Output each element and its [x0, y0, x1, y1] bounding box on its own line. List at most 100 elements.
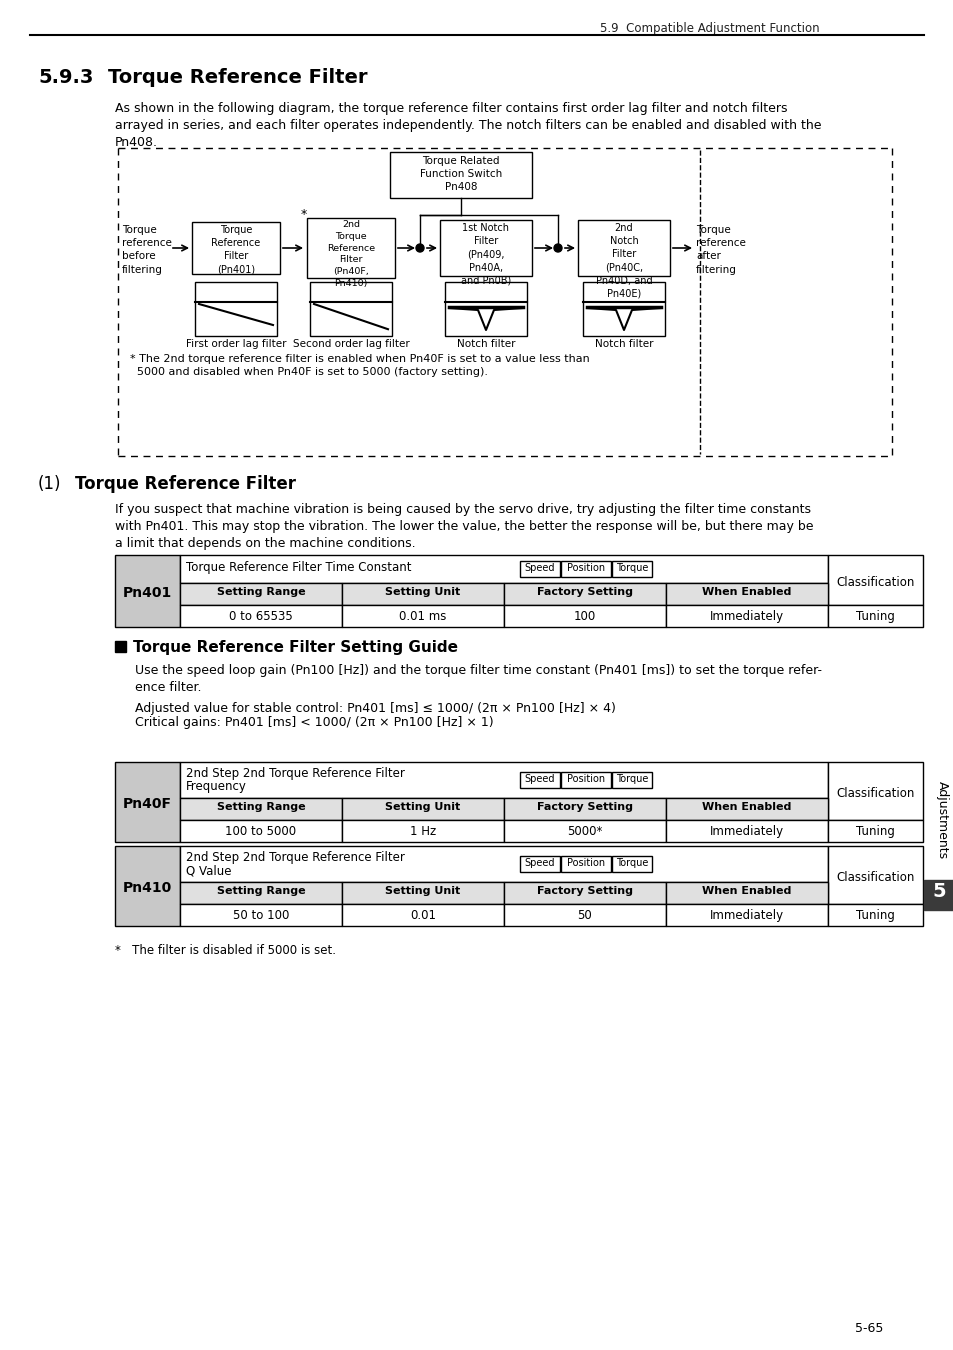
Text: Speed: Speed	[524, 774, 555, 784]
Text: Immediately: Immediately	[709, 909, 783, 922]
Text: Factory Setting: Factory Setting	[537, 587, 633, 597]
Text: Notch filter: Notch filter	[456, 339, 515, 350]
Bar	[180, 761, 827, 798]
Text: Adjusted value for stable control: Pn401 [ms] ≤ 1000/ (2π × Pn100 [Hz] × 4): Adjusted value for stable control: Pn401…	[135, 702, 616, 716]
Text: Setting Unit: Setting Unit	[385, 886, 460, 896]
Bar	[341, 583, 503, 605]
Bar	[503, 882, 665, 905]
Bar	[310, 282, 392, 336]
Text: Critical gains: Pn401 [ms] < 1000/ (2π × Pn100 [Hz] × 1): Critical gains: Pn401 [ms] < 1000/ (2π ×…	[135, 716, 493, 729]
Text: Factory Setting: Factory Setting	[537, 802, 633, 811]
Text: Tuning: Tuning	[855, 610, 894, 622]
Bar	[503, 798, 665, 819]
Text: Q Value: Q Value	[186, 864, 232, 878]
Text: Position: Position	[566, 774, 604, 784]
Bar	[115, 761, 180, 842]
Bar	[180, 904, 341, 926]
Text: Frequency: Frequency	[186, 780, 247, 792]
Text: Torque Reference Filter: Torque Reference Filter	[75, 475, 295, 493]
Text: Tuning: Tuning	[855, 825, 894, 838]
Bar	[503, 819, 665, 842]
Text: 5.9.3: 5.9.3	[38, 68, 93, 86]
Bar	[341, 904, 503, 926]
Bar	[115, 641, 126, 652]
Bar	[192, 221, 280, 274]
Bar	[341, 882, 503, 905]
Bar	[503, 904, 665, 926]
Bar	[582, 282, 664, 336]
Bar	[827, 904, 923, 926]
Bar	[665, 819, 827, 842]
Text: Use the speed loop gain (Pn100 [Hz]) and the torque filter time constant (Pn401 : Use the speed loop gain (Pn100 [Hz]) and…	[135, 664, 821, 694]
Circle shape	[554, 244, 561, 252]
Text: Classification: Classification	[836, 576, 914, 589]
Text: Setting Range: Setting Range	[216, 886, 305, 896]
Bar	[307, 217, 395, 278]
Bar	[115, 555, 180, 626]
Text: Torque: Torque	[616, 859, 647, 868]
Text: Immediately: Immediately	[709, 610, 783, 622]
Bar	[341, 605, 503, 626]
Bar	[519, 772, 559, 788]
Text: 1st Notch
Filter
(Pn409,
Pn40A,
and Pn0B): 1st Notch Filter (Pn409, Pn40A, and Pn0B…	[460, 223, 511, 286]
Bar	[612, 856, 651, 872]
Text: Torque: Torque	[616, 563, 647, 572]
Text: Classification: Classification	[836, 787, 914, 801]
Text: Tuning: Tuning	[855, 909, 894, 922]
Circle shape	[416, 244, 423, 252]
Bar	[612, 772, 651, 788]
Bar	[439, 220, 532, 275]
Bar	[503, 605, 665, 626]
Text: Setting Range: Setting Range	[216, 802, 305, 811]
Text: 0.01: 0.01	[410, 909, 436, 922]
Bar	[827, 761, 923, 819]
Bar	[665, 583, 827, 605]
Bar	[444, 282, 526, 336]
Bar	[519, 856, 559, 872]
Bar	[827, 819, 923, 842]
Bar	[503, 583, 665, 605]
Text: Pn401: Pn401	[123, 586, 172, 599]
Bar	[115, 846, 180, 926]
Bar	[560, 562, 610, 576]
Text: Factory Setting: Factory Setting	[537, 886, 633, 896]
Text: 5000*: 5000*	[567, 825, 602, 838]
Text: 2nd
Notch
Filter
(Pn40C,
Pn40D, and
Pn40E): 2nd Notch Filter (Pn40C, Pn40D, and Pn40…	[595, 223, 652, 298]
Text: Pn40F: Pn40F	[123, 796, 172, 811]
Text: Position: Position	[566, 859, 604, 868]
Text: 2nd Step 2nd Torque Reference Filter: 2nd Step 2nd Torque Reference Filter	[186, 767, 404, 780]
Bar	[180, 798, 341, 819]
Text: 50: 50	[577, 909, 592, 922]
Bar	[180, 819, 341, 842]
Text: First order lag filter: First order lag filter	[186, 339, 286, 350]
Text: 2nd Step 2nd Torque Reference Filter: 2nd Step 2nd Torque Reference Filter	[186, 850, 404, 864]
Bar	[180, 882, 341, 905]
Text: Setting Unit: Setting Unit	[385, 802, 460, 811]
Text: Position: Position	[566, 563, 604, 572]
Text: Setting Range: Setting Range	[216, 587, 305, 597]
Bar	[665, 605, 827, 626]
Text: 1 Hz: 1 Hz	[410, 825, 436, 838]
Bar	[194, 282, 276, 336]
Text: When Enabled: When Enabled	[701, 802, 791, 811]
Text: Notch filter: Notch filter	[594, 339, 653, 350]
Text: 0 to 65535: 0 to 65535	[229, 610, 293, 622]
Bar	[665, 904, 827, 926]
Text: If you suspect that machine vibration is being caused by the servo drive, try ad: If you suspect that machine vibration is…	[115, 504, 813, 549]
Bar	[827, 555, 923, 605]
Text: 5-65: 5-65	[854, 1322, 882, 1335]
Text: Torque Related
Function Switch
Pn408: Torque Related Function Switch Pn408	[419, 157, 501, 193]
Text: Torque
reference
before
filtering: Torque reference before filtering	[122, 225, 172, 274]
Text: 5.9  Compatible Adjustment Function: 5.9 Compatible Adjustment Function	[599, 22, 819, 35]
Bar	[560, 772, 610, 788]
Bar	[341, 798, 503, 819]
Bar	[180, 583, 341, 605]
Text: * The 2nd torque reference filter is enabled when Pn40F is set to a value less t: * The 2nd torque reference filter is ena…	[130, 354, 589, 377]
Bar	[390, 153, 532, 198]
Text: Torque Reference Filter Time Constant: Torque Reference Filter Time Constant	[186, 562, 411, 574]
Bar	[180, 846, 827, 882]
Text: Speed: Speed	[524, 859, 555, 868]
Bar	[180, 555, 827, 583]
Bar	[612, 562, 651, 576]
Text: Adjustments: Adjustments	[935, 780, 947, 859]
